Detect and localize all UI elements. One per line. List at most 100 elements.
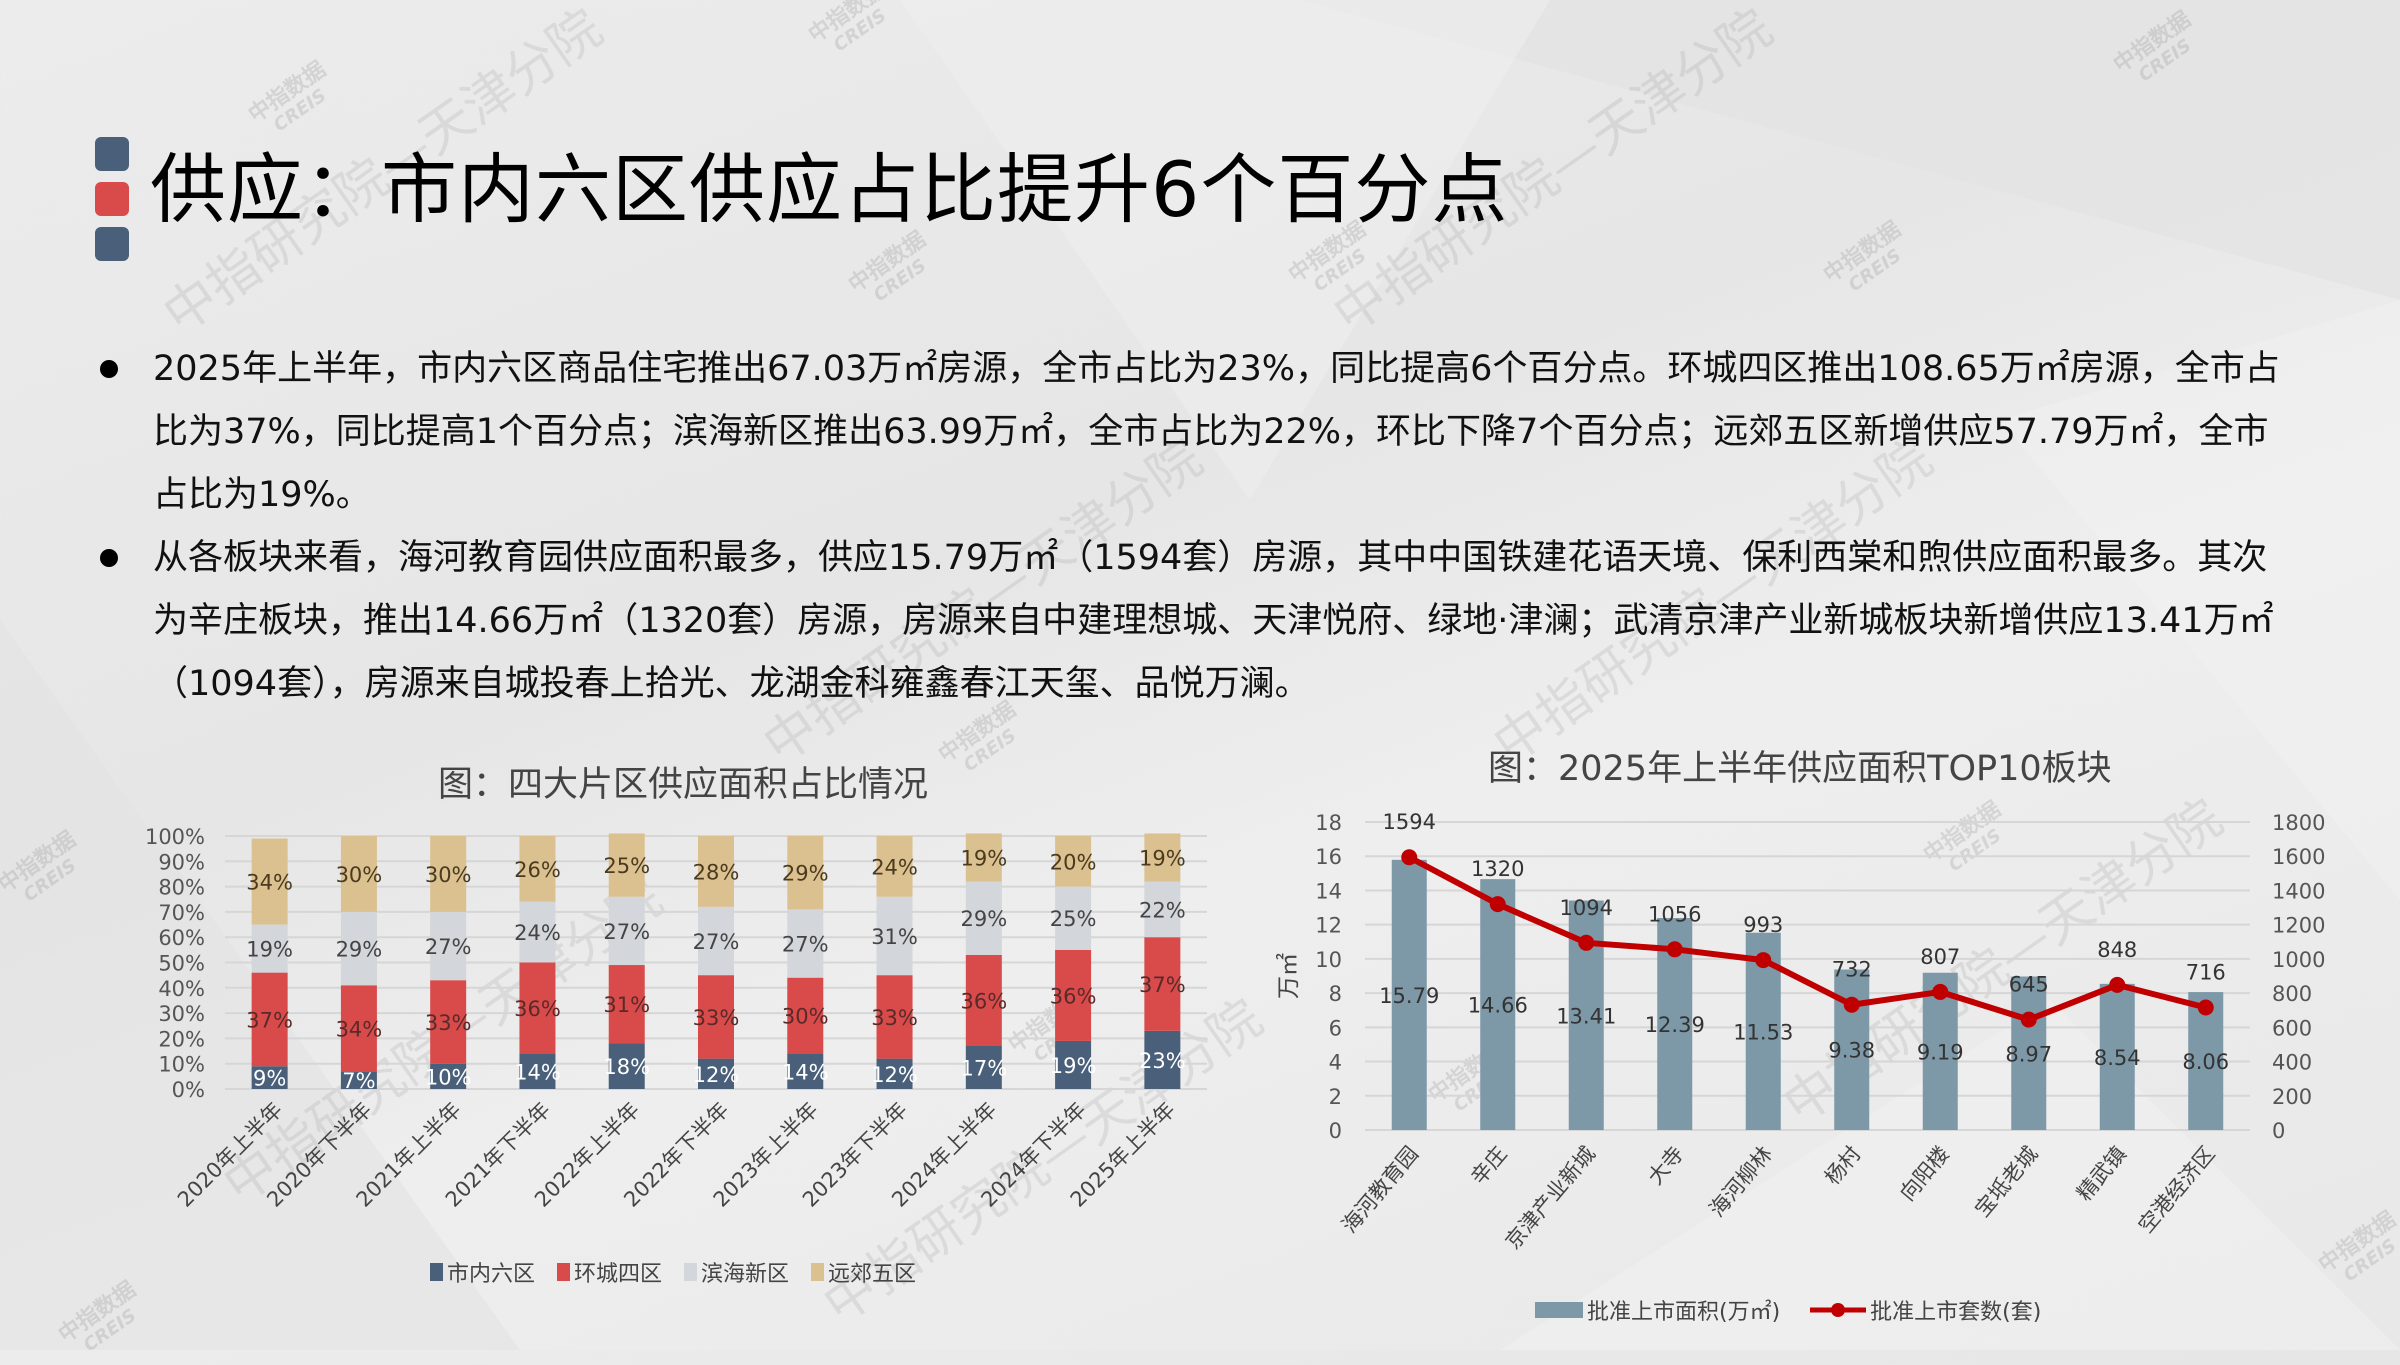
units-point — [1843, 996, 1860, 1013]
legend-line-marker-icon — [1810, 1303, 1867, 1317]
units-point — [1932, 983, 1949, 1000]
legend-label: 批准上市面积(万㎡) — [1587, 1300, 1781, 1325]
chart-title-top10: 图：2025年上半年供应面积TOP10板块 — [1488, 749, 2112, 789]
data-label: 7% — [342, 1069, 375, 1093]
legend-label: 远郊五区 — [828, 1262, 917, 1287]
legend-label: 批准上市套数(套) — [1870, 1300, 2042, 1325]
data-label: 25% — [1050, 907, 1097, 931]
data-label: 29% — [336, 938, 383, 962]
area-bar — [2011, 976, 2047, 1130]
data-label: 27% — [425, 935, 472, 959]
bar-segment-3 — [608, 896, 645, 966]
title-mark-blue — [95, 137, 129, 171]
y-tick-label: 2 — [1329, 1085, 1342, 1109]
legend-label: 滨海新区 — [701, 1262, 790, 1287]
area-bar — [2099, 983, 2135, 1130]
y-tick-label: 0% — [172, 1078, 205, 1102]
bar-segment-2 — [1055, 949, 1092, 1041]
data-label: 34% — [246, 871, 293, 895]
bar-segment-1 — [251, 1066, 288, 1089]
y2-tick-label: 1400 — [2272, 879, 2325, 903]
units-point — [2197, 999, 2214, 1016]
data-label: 10% — [425, 1065, 472, 1089]
data-label: 19% — [1139, 847, 1186, 871]
y-tick-label: 16 — [1315, 845, 1342, 869]
bullet-item: 2025年上半年，市内六区商品住宅推出67.03万㎡房源，全市占比为23%，同比… — [95, 338, 2295, 527]
bar-segment-1 — [430, 1063, 467, 1089]
bar-segment-2 — [430, 980, 467, 1064]
x-tick-label: 大寺 — [1643, 1142, 1688, 1190]
legend-item-inner6: 市内六区 — [430, 1256, 535, 1288]
units-line — [1407, 854, 2207, 1023]
summary-bullets: 2025年上半年，市内六区商品住宅推出67.03万㎡房源，全市占比为23%，同比… — [95, 338, 2295, 716]
chart-legend-top10: 批准上市面积(万㎡) 批准上市套数(套) — [1535, 1294, 2041, 1326]
data-label: 27% — [603, 920, 650, 944]
bar-segment-3 — [965, 881, 1002, 955]
data-label: 36% — [960, 989, 1007, 1013]
y2-tick-label: 800 — [2272, 982, 2312, 1006]
bar-segment-4 — [340, 836, 377, 912]
y-tick-label: 10 — [1315, 948, 1342, 972]
bar-segment-3 — [876, 896, 913, 976]
legend-swatch — [557, 1263, 571, 1281]
units-point — [1666, 941, 1683, 958]
data-label: 20% — [1050, 850, 1097, 874]
bullet-item: 从各板块来看，海河教育园供应面积最多，供应15.79万㎡（1594套）房源，其中… — [95, 527, 2295, 716]
bar-segment-1 — [519, 1053, 556, 1089]
bar-segment-4 — [1055, 836, 1092, 887]
legend-swatch — [430, 1263, 443, 1281]
y-tick-label: 8 — [1329, 982, 1342, 1006]
data-label: 29% — [960, 907, 1007, 931]
data-label: 27% — [782, 933, 829, 957]
bullet-dot-icon — [100, 549, 118, 567]
legend-swatch — [684, 1263, 698, 1281]
data-label: 30% — [425, 863, 472, 887]
units-point — [2020, 1011, 2037, 1028]
bar-segment-1 — [340, 1071, 377, 1089]
units-point — [1401, 849, 1418, 866]
bar-segment-1 — [698, 1058, 734, 1089]
area-data-label: 15.79 — [1379, 984, 1439, 1008]
y-tick-label: 0 — [1329, 1119, 1342, 1143]
units-data-label: 1594 — [1383, 810, 1436, 834]
data-label: 19% — [1050, 1054, 1097, 1078]
x-tick-label: 宝坻老城 — [1970, 1142, 2042, 1222]
y-tick-label: 100% — [145, 825, 205, 849]
bar-segment-4 — [1144, 833, 1181, 882]
y2-tick-label: 1000 — [2272, 948, 2325, 972]
y-tick-label: 18 — [1315, 811, 1342, 835]
legend-label: 市内六区 — [447, 1262, 536, 1287]
area-data-label: 14.66 — [1468, 994, 1528, 1018]
bar-segment-1 — [1055, 1040, 1092, 1089]
bar-segment-2 — [519, 962, 556, 1054]
bar-segment-1 — [608, 1043, 645, 1089]
y2-tick-label: 600 — [2272, 1016, 2312, 1040]
legend-item-area: 批准上市面积(万㎡) — [1535, 1294, 1780, 1326]
data-label: 18% — [603, 1055, 650, 1079]
bar-segment-3 — [519, 901, 556, 963]
bar-segment-4 — [787, 836, 824, 910]
data-label: 25% — [603, 854, 650, 878]
chart-title-share: 图：四大片区供应面积占比情况 — [438, 765, 929, 805]
x-tick-label: 辛庄 — [1466, 1142, 1511, 1190]
data-label: 33% — [693, 1006, 740, 1030]
bar-segment-3 — [1144, 881, 1181, 938]
chart-legend-share: 市内六区 环城四区 滨海新区 远郊五区 — [430, 1256, 916, 1288]
data-label: 19% — [960, 847, 1007, 871]
bar-segment-1 — [787, 1053, 824, 1089]
bar-segment-4 — [876, 836, 913, 897]
area-data-label: 13.41 — [1556, 1004, 1616, 1028]
units-data-label: 848 — [2097, 938, 2137, 962]
area-data-label: 9.19 — [1917, 1040, 1964, 1064]
bar-segment-2 — [1144, 937, 1181, 1031]
y-tick-label: 6 — [1329, 1016, 1342, 1040]
data-label: 19% — [246, 938, 293, 962]
data-label: 31% — [871, 925, 918, 949]
legend-item-outer5: 远郊五区 — [811, 1256, 916, 1288]
data-label: 33% — [425, 1011, 472, 1035]
legend-swatch — [1535, 1302, 1583, 1318]
x-tick-label: 精武镇 — [2072, 1142, 2131, 1206]
units-data-label: 807 — [1920, 945, 1960, 969]
units-data-label: 1320 — [1471, 857, 1524, 881]
